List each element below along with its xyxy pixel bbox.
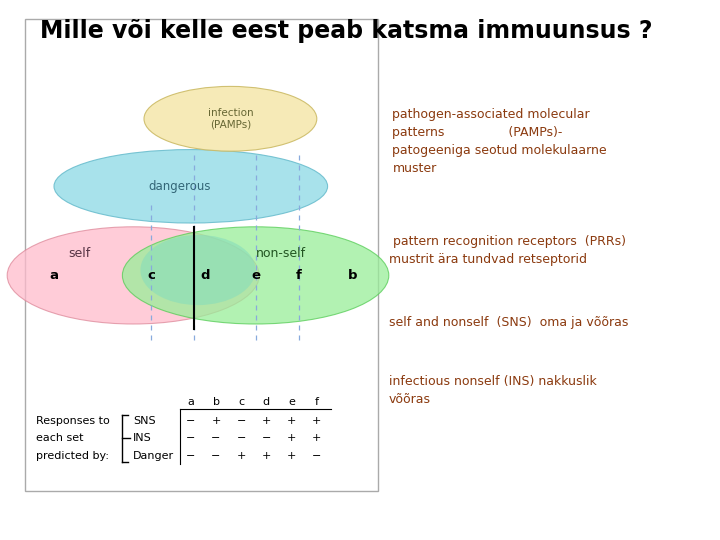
- Text: −: −: [236, 434, 246, 443]
- Text: f: f: [315, 397, 319, 407]
- Text: SNS: SNS: [133, 416, 156, 426]
- Text: −: −: [186, 416, 196, 426]
- Text: +: +: [261, 451, 271, 461]
- Text: −: −: [312, 451, 322, 461]
- Text: INS: INS: [133, 434, 152, 443]
- Ellipse shape: [54, 150, 328, 223]
- Text: Danger: Danger: [133, 451, 174, 461]
- Text: pattern recognition receptors  (PRRs)
mustrit ära tundvad retseptorid: pattern recognition receptors (PRRs) mus…: [389, 235, 626, 266]
- Text: self and nonself  (SNS)  oma ja võõras: self and nonself (SNS) oma ja võõras: [389, 316, 628, 329]
- Text: b: b: [212, 397, 220, 407]
- Text: e: e: [288, 397, 295, 407]
- Text: c: c: [238, 397, 244, 407]
- Text: d: d: [263, 397, 270, 407]
- Text: infection
(PAMPs): infection (PAMPs): [207, 108, 253, 130]
- Text: self: self: [68, 247, 90, 260]
- Text: +: +: [287, 451, 297, 461]
- Ellipse shape: [122, 227, 389, 324]
- Text: b: b: [348, 269, 358, 282]
- Text: Mille või kelle eest peab katsma immuunsus ?: Mille või kelle eest peab katsma immuuns…: [40, 19, 652, 43]
- Text: +: +: [312, 416, 322, 426]
- Text: +: +: [236, 451, 246, 461]
- Ellipse shape: [7, 227, 259, 324]
- Text: non-self: non-self: [256, 247, 306, 260]
- Text: a: a: [50, 269, 58, 282]
- Text: −: −: [211, 434, 221, 443]
- Text: +: +: [211, 416, 221, 426]
- Text: pathogen-associated molecular
patterns                (PAMPs)-
patogeeniga seotu: pathogen-associated molecular patterns (…: [392, 108, 607, 175]
- Text: +: +: [312, 434, 322, 443]
- Text: c: c: [148, 269, 155, 282]
- Text: dangerous: dangerous: [149, 180, 211, 193]
- Text: e: e: [251, 269, 260, 282]
- Text: infectious nonself (INS) nakkuslik
võõras: infectious nonself (INS) nakkuslik võõra…: [389, 375, 597, 406]
- Text: +: +: [261, 416, 271, 426]
- Text: +: +: [287, 434, 297, 443]
- Text: each set: each set: [36, 434, 84, 443]
- Text: predicted by:: predicted by:: [36, 451, 109, 461]
- Text: −: −: [186, 434, 196, 443]
- Text: f: f: [296, 269, 302, 282]
- Text: Responses to: Responses to: [36, 416, 109, 426]
- Ellipse shape: [140, 235, 256, 305]
- Text: d: d: [200, 269, 210, 282]
- Text: −: −: [211, 451, 221, 461]
- Ellipse shape: [144, 86, 317, 151]
- Text: −: −: [186, 451, 196, 461]
- Text: +: +: [287, 416, 297, 426]
- Text: −: −: [236, 416, 246, 426]
- Text: a: a: [187, 397, 194, 407]
- Text: −: −: [261, 434, 271, 443]
- Bar: [25, 19, 378, 491]
